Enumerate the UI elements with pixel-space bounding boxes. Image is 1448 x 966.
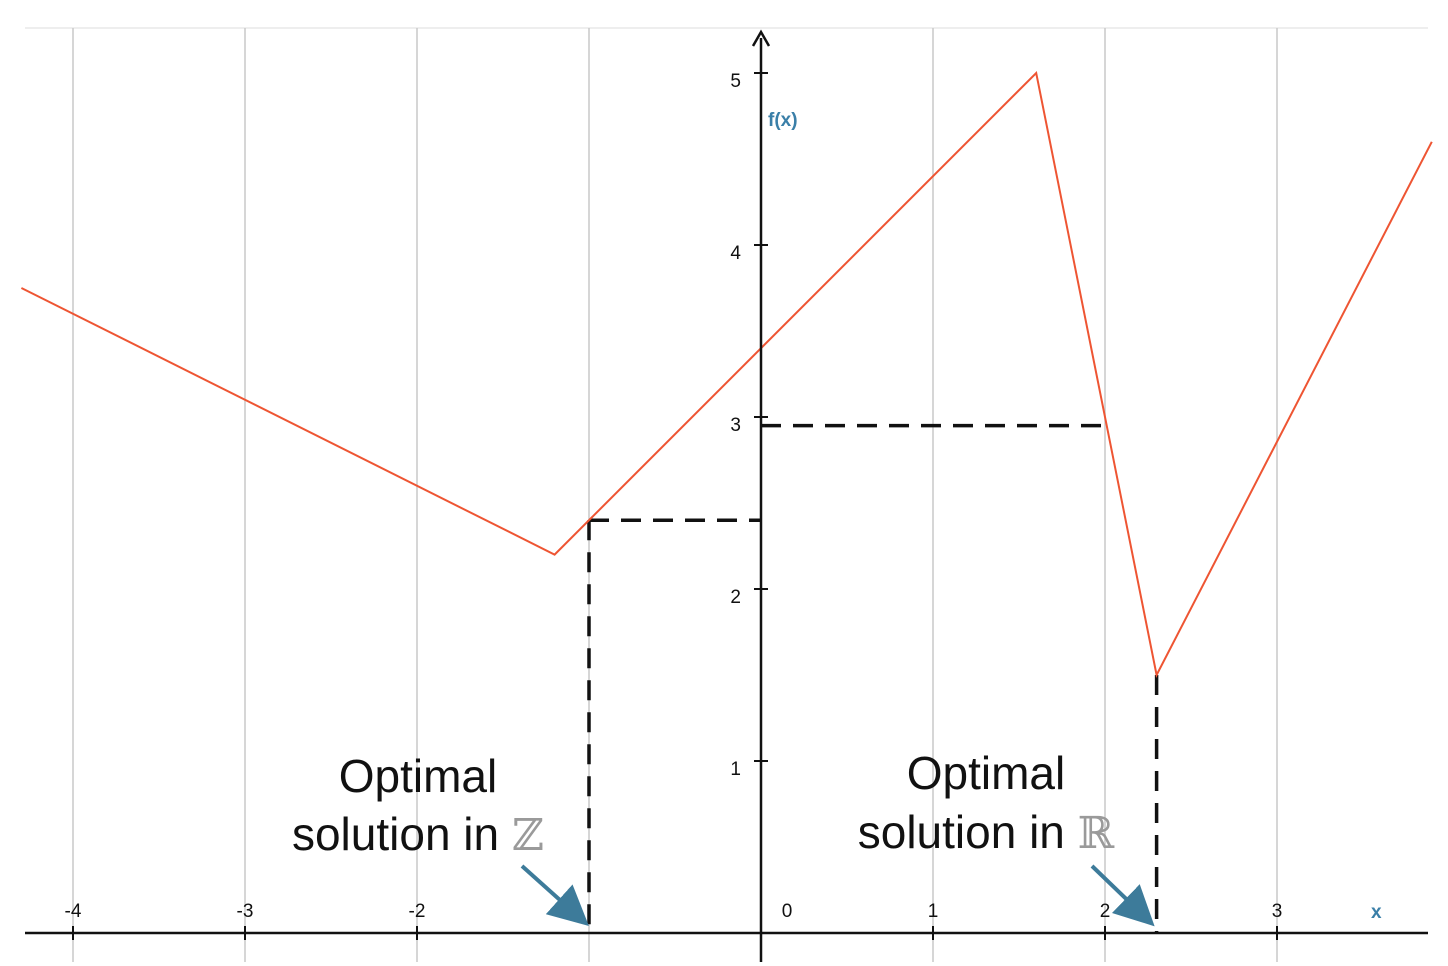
x-tick-label: -3 xyxy=(237,901,254,922)
axes xyxy=(25,29,1428,962)
annotation-z-line2: solution in ℤ xyxy=(292,808,544,861)
x-tick-label: -2 xyxy=(409,901,426,922)
y-tick-label: 3 xyxy=(730,415,741,436)
series-group xyxy=(20,70,1433,678)
x-tick-label: 1 xyxy=(928,901,939,922)
annotation-r: Optimal solution in ℝ xyxy=(858,747,1155,927)
annotation-z-line1: Optimal xyxy=(339,750,497,802)
annotation-r-arrow xyxy=(1090,864,1155,927)
annotation-r-text: solution in xyxy=(858,806,1078,858)
y-tick-label: 4 xyxy=(730,243,741,264)
y-axis-arrowhead xyxy=(751,29,771,47)
annotation-r-line1: Optimal xyxy=(907,747,1065,799)
annotation-z-text: solution in xyxy=(292,808,512,860)
grid-lines xyxy=(72,28,1278,962)
x-ticks: -4 -3 -2 0 1 2 3 xyxy=(65,901,1283,940)
x-tick-label: -4 xyxy=(65,901,82,922)
reference-dashes xyxy=(587,423,1159,933)
y-tick-label: 5 xyxy=(730,71,741,92)
x-tick-label: 3 xyxy=(1272,901,1283,922)
annotation-z-arrow xyxy=(520,864,589,927)
annotation-r-line2: solution in ℝ xyxy=(858,806,1115,859)
y-axis-label: f(x) xyxy=(768,110,798,131)
y-ticks: 1 2 3 4 5 xyxy=(730,71,768,780)
integers-symbol: ℤ xyxy=(512,810,544,861)
reals-symbol: ℝ xyxy=(1078,808,1115,859)
series-line xyxy=(20,70,1433,678)
y-tick-label: 2 xyxy=(730,587,741,608)
x-tick-label: 2 xyxy=(1100,901,1111,922)
annotation-z: Optimal solution in ℤ xyxy=(292,750,589,927)
x-tick-label: 0 xyxy=(782,901,793,922)
x-axis-label: x xyxy=(1371,902,1382,923)
y-tick-label: 1 xyxy=(730,759,741,780)
